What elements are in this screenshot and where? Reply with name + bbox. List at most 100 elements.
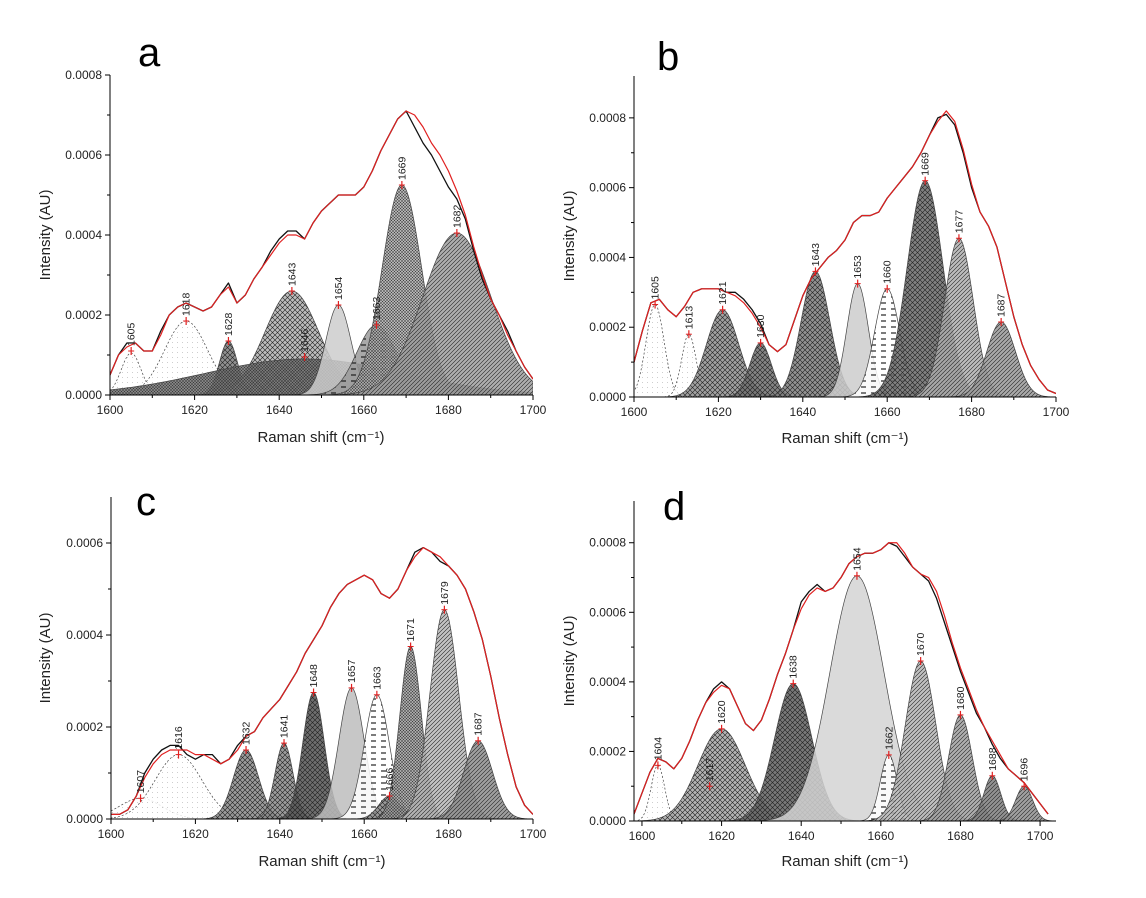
x-tick-label: 1660 (874, 405, 901, 419)
peak-label-1630: 1630 (755, 314, 767, 338)
peak-label-1682: 1682 (451, 204, 463, 228)
y-tick-label: 0.0006 (589, 181, 626, 195)
y-tick-label: 0.0004 (589, 675, 626, 689)
x-tick-label: 1620 (181, 403, 208, 417)
y-tick-label: 0.0008 (589, 111, 626, 125)
x-axis-title: Raman shift (cm⁻¹) (781, 430, 908, 447)
fit-spectrum-line (634, 542, 1049, 815)
panel-a: a 1605 1618 1628 1643 1646 1654 1663 1669 1682 160… (37, 31, 547, 446)
peak-pattern (248, 743, 320, 819)
peak-label-1671: 1671 (405, 618, 417, 642)
peak-pattern (634, 728, 817, 821)
peak-fill (748, 575, 966, 821)
x-axis-title: Raman shift (cm⁻¹) (258, 853, 385, 870)
peak-fill (288, 305, 389, 395)
y-tick-label: 0.0002 (589, 320, 626, 334)
peak-pattern (758, 271, 873, 397)
x-tick-label: 1660 (351, 827, 378, 841)
peak-component-1604 (634, 765, 686, 821)
y-tick-label: 0.0004 (66, 628, 103, 642)
x-tick-label: 1680 (435, 827, 462, 841)
peak-label-1662: 1662 (883, 726, 895, 750)
y-axis-title: Intensity (AU) (561, 616, 578, 707)
peak-outline (634, 765, 686, 821)
peak-pattern (420, 740, 533, 819)
peak-label-1670: 1670 (915, 632, 927, 656)
peak-label-1643: 1643 (810, 243, 822, 267)
x-tick-label: 1700 (520, 827, 547, 841)
y-tick-label: 0.0002 (65, 308, 102, 322)
x-tick-label: 1700 (1027, 829, 1054, 843)
peak-pattern (718, 683, 868, 821)
peak-pattern (367, 646, 454, 819)
peak-label-1604: 1604 (652, 737, 664, 761)
y-tick-label: 0.0002 (66, 720, 103, 734)
peak-pattern (270, 692, 357, 819)
peak-pattern (854, 754, 923, 821)
x-tick-label: 1620 (705, 405, 732, 419)
peak-label-1621: 1621 (717, 281, 729, 305)
peak-label-1648: 1648 (308, 664, 320, 688)
fit-spectrum-line (634, 110, 1056, 395)
x-tick-label: 1680 (435, 403, 462, 417)
peak-pattern (958, 775, 1027, 821)
peak-label-1654: 1654 (851, 547, 863, 571)
peak-component-1682 (319, 232, 533, 395)
x-tick-label: 1620 (182, 827, 209, 841)
peak-pattern (184, 291, 400, 395)
y-tick-label: 0.0006 (589, 605, 626, 619)
peak-pattern (990, 786, 1056, 821)
peak-pattern (110, 321, 273, 395)
y-axis-title: Intensity (AU) (37, 190, 54, 281)
peak-label-1660: 1660 (882, 260, 894, 284)
plot-area (634, 542, 1056, 821)
peak-label-1666: 1666 (384, 767, 396, 791)
panel-b: b 1605 1613 1621 1630 1643 1653 1660 1669 1677 168… (561, 35, 1070, 447)
peak-label-1663: 1663 (371, 296, 383, 320)
peak-label-1663: 1663 (371, 666, 383, 690)
y-axis-title: Intensity (AU) (37, 613, 54, 704)
y-axis-title: Intensity (AU) (561, 191, 578, 282)
x-tick-label: 1640 (266, 827, 293, 841)
peak-pattern (859, 661, 982, 821)
peak-component-1616 (111, 754, 273, 819)
y-tick-label: 0.0000 (589, 814, 626, 828)
panel-d: d 1604 1617 1620 1638 1654 1662 1670 1680 1688 169… (561, 485, 1056, 870)
x-tick-label: 1640 (789, 405, 816, 419)
peak-label-1687: 1687 (473, 712, 485, 736)
x-axis-title: Raman shift (cm⁻¹) (257, 429, 384, 446)
peak-label-1607: 1607 (135, 770, 147, 794)
peak-label-1620: 1620 (716, 700, 728, 724)
x-tick-label: 1640 (266, 403, 293, 417)
peak-label-1617: 1617 (704, 758, 716, 782)
peak-pattern (111, 754, 272, 819)
peak-pattern (326, 694, 428, 819)
y-tick-label: 0.0006 (65, 148, 102, 162)
peak-label-1646: 1646 (299, 328, 311, 352)
peak-pattern (110, 353, 171, 395)
panel-letter: b (657, 35, 679, 79)
x-axis-title: Raman shift (cm⁻¹) (781, 853, 908, 870)
peak-label-1628: 1628 (223, 312, 235, 336)
x-tick-label: 1660 (867, 829, 894, 843)
y-tick-label: 0.0008 (65, 68, 102, 82)
peak-label-1669: 1669 (396, 156, 408, 180)
peak-label-1605: 1605 (126, 322, 138, 346)
peak-label-1605: 1605 (650, 276, 662, 300)
x-tick-label: 1600 (97, 403, 124, 417)
peak-label-1687: 1687 (996, 293, 1008, 317)
peak-fill (814, 283, 901, 397)
peak-label-1657: 1657 (346, 659, 358, 683)
peak-pattern (387, 609, 502, 819)
peak-pattern (853, 180, 997, 397)
peak-label-1632: 1632 (241, 721, 253, 745)
x-tick-label: 1680 (958, 405, 985, 419)
y-tick-label: 0.0002 (589, 744, 626, 758)
peak-label-1679: 1679 (439, 581, 451, 605)
y-tick-label: 0.0004 (65, 228, 102, 242)
x-tick-label: 1660 (350, 403, 377, 417)
x-tick-label: 1600 (621, 405, 648, 419)
peak-outline (110, 352, 172, 395)
fit-spectrum-line (110, 110, 533, 380)
